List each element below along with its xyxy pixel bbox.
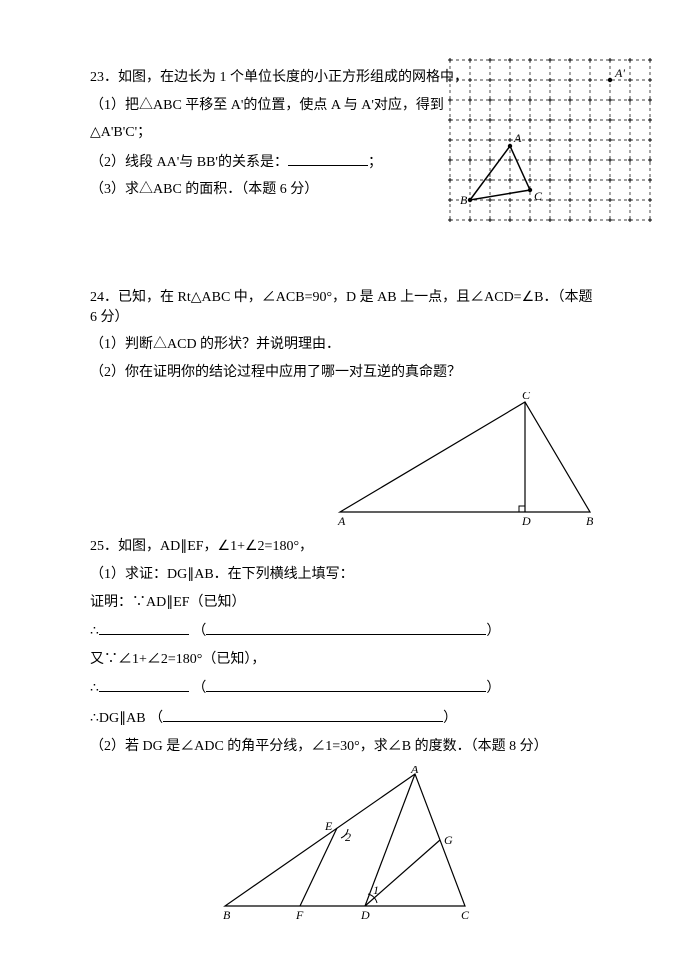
svg-text:D: D — [521, 514, 531, 527]
q25-p5a: ∴ — [90, 681, 99, 696]
q25-p7: （2）若 DG 是∠ADC 的角平分线，∠1=30°，求∠B 的度数．（本题 8… — [90, 737, 600, 757]
q24-stem: 24．已知，在 Rt△ABC 中，∠ACB=90°，D 是 AB 上一点，且∠A… — [90, 288, 600, 327]
figure-triangle-cd: A B C D — [330, 392, 600, 527]
svg-text:G: G — [444, 833, 453, 847]
svg-text:A': A' — [614, 66, 625, 80]
figure-grid: A B C A' — [445, 55, 655, 225]
blank-1 — [288, 151, 368, 166]
q25-p6b: ） — [443, 711, 457, 726]
q25-p5c: ） — [486, 681, 500, 696]
svg-text:F: F — [295, 908, 304, 921]
blank-6 — [163, 707, 443, 722]
svg-text:A: A — [513, 131, 522, 145]
blank-3 — [206, 620, 486, 635]
q25-p5b: （ — [192, 681, 206, 696]
q23-p2b: ； — [368, 155, 382, 170]
svg-text:A: A — [410, 766, 419, 776]
q25-p2: 证明：∵AD∥EF（已知） — [90, 593, 600, 613]
svg-text:C: C — [534, 189, 543, 203]
q24-p2: （2）你在证明你的结论过程中应用了哪一对互逆的真命题？ — [90, 363, 600, 383]
svg-text:D: D — [360, 908, 370, 921]
svg-text:C: C — [461, 908, 470, 921]
svg-text:B: B — [223, 908, 231, 921]
q25-p1: （1）求证：DG∥AB．在下列横线上填写： — [90, 565, 600, 585]
svg-text:A: A — [337, 514, 346, 527]
figure-triangle-efg: A B C D F E G 1 2 — [215, 766, 475, 921]
q23-p2a: （2）线段 AA'与 BB'的关系是： — [90, 155, 288, 170]
q25-p3a: ∴ — [90, 624, 99, 639]
svg-text:B: B — [460, 193, 468, 207]
blank-5 — [206, 677, 486, 692]
svg-text:1: 1 — [373, 883, 379, 897]
problem-25: 25．如图，AD∥EF，∠1+∠2=180°， （1）求证：DG∥AB．在下列横… — [90, 537, 600, 756]
svg-text:C: C — [522, 392, 531, 402]
q25-p3b: （ — [192, 624, 206, 639]
q25-p3: ∴ （ ） — [90, 620, 600, 642]
q25-p3c: ） — [486, 624, 500, 639]
blank-2 — [99, 620, 189, 635]
q25-p6a: ∴DG∥AB （ — [90, 711, 163, 726]
q25-p4: 又∵∠1+∠2=180°（已知）， — [90, 650, 600, 670]
q25-p5: ∴ （ ） — [90, 677, 600, 699]
blank-4 — [99, 677, 189, 692]
svg-text:2: 2 — [345, 830, 351, 844]
q25-p6: ∴DG∥AB （ ） — [90, 707, 600, 729]
svg-text:B: B — [586, 514, 594, 527]
q25-stem: 25．如图，AD∥EF，∠1+∠2=180°， — [90, 537, 600, 557]
svg-text:E: E — [324, 819, 333, 833]
problem-24: 24．已知，在 Rt△ABC 中，∠ACB=90°，D 是 AB 上一点，且∠A… — [90, 288, 600, 382]
q24-p1: （1）判断△ACD 的形状？并说明理由． — [90, 335, 600, 355]
